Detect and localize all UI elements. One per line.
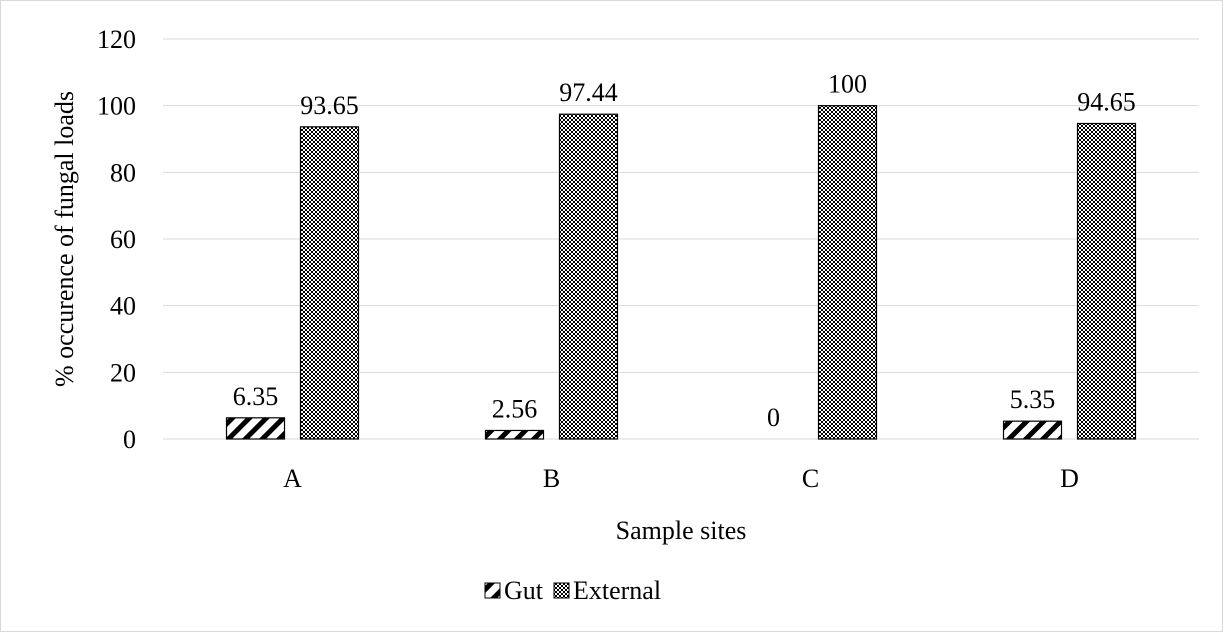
legend-swatch xyxy=(484,582,501,599)
legend-item-gut: Gut xyxy=(484,576,544,605)
data-label: 93.65 xyxy=(300,91,359,120)
legend-item-external: External xyxy=(553,576,661,605)
bar-external-a xyxy=(299,126,360,440)
y-tick-label: 20 xyxy=(110,358,136,387)
data-labels: 6.35 93.65 2.56 97.44 0 100 5.35 94.65 xyxy=(233,70,1136,432)
bar-gut-a xyxy=(225,417,286,440)
bar-gut-b xyxy=(484,429,545,440)
y-tick-label: 40 xyxy=(110,292,136,321)
y-axis-title: % occurence of fungal loads xyxy=(50,91,79,387)
legend-swatch xyxy=(553,582,570,599)
data-label: 94.65 xyxy=(1077,88,1136,117)
data-label: 6.35 xyxy=(233,382,279,411)
x-tick-label: C xyxy=(802,464,819,493)
x-tick-label: D xyxy=(1060,464,1079,493)
data-label: 5.35 xyxy=(1010,385,1056,414)
x-axis-ticks: A B C D xyxy=(283,464,1079,493)
y-tick-label: 120 xyxy=(97,25,136,54)
legend-label: Gut xyxy=(504,576,544,605)
y-tick-label: 0 xyxy=(123,425,136,454)
y-axis-ticks: 0 20 40 60 80 100 120 xyxy=(97,25,136,454)
data-label: 0 xyxy=(767,403,780,432)
data-label: 2.56 xyxy=(492,394,538,423)
bar-external-c xyxy=(817,105,878,440)
x-tick-label: A xyxy=(283,464,302,493)
y-tick-label: 100 xyxy=(97,92,136,121)
y-tick-label: 80 xyxy=(110,158,136,187)
data-label: 97.44 xyxy=(559,78,618,107)
bar-external-d xyxy=(1076,122,1137,440)
bar-gut-d xyxy=(1002,420,1063,440)
x-tick-label: B xyxy=(543,464,560,493)
legend: Gut External xyxy=(484,576,661,605)
x-axis-title: Sample sites xyxy=(616,516,747,545)
legend-label: External xyxy=(573,576,661,605)
data-label: 100 xyxy=(828,70,867,99)
y-tick-label: 60 xyxy=(110,225,136,254)
bars xyxy=(225,105,1137,440)
bar-external-b xyxy=(558,113,619,440)
